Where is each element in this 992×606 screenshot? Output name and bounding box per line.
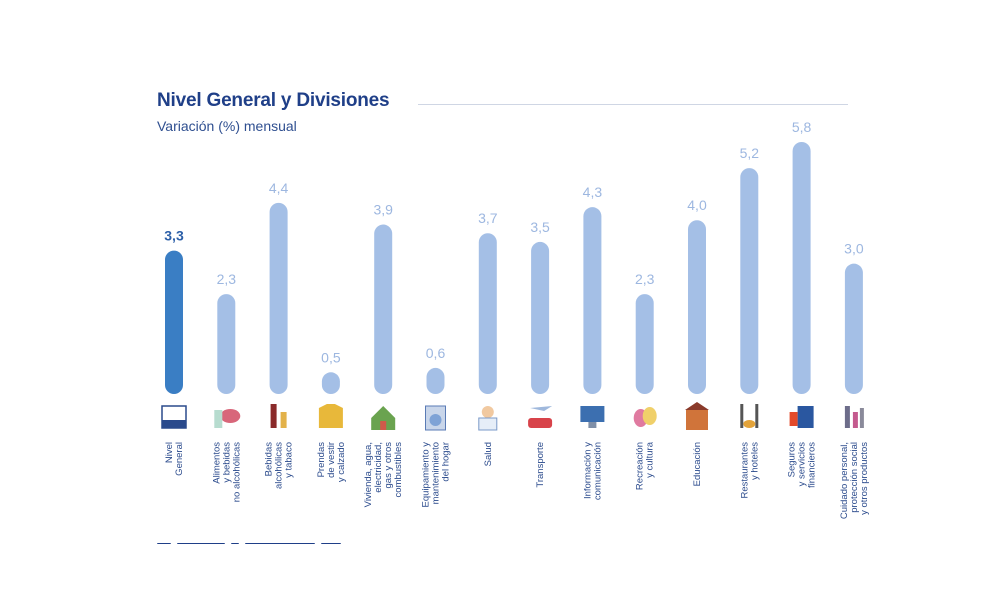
house-icon: [371, 406, 396, 430]
title-divider: [418, 104, 848, 105]
category-label-line: financieros: [807, 442, 818, 488]
category-label-line: Recreación: [635, 442, 646, 490]
value-label-restaurantes: 5,2: [740, 145, 760, 161]
category-label-line: Educación: [692, 442, 703, 486]
category-label-seguros: Seguros y servicios financieros: [787, 442, 818, 488]
car-plane-icon: [528, 406, 553, 428]
category-label-cuidado-personal: Cuidado personal, protección social y otro…: [839, 442, 870, 519]
value-label-educacion: 4,0: [687, 197, 707, 213]
category-label-line: y calzado: [336, 442, 347, 482]
bar-alimentos: [217, 294, 236, 394]
bar-informacion: [583, 207, 602, 394]
bar-salud: [478, 233, 497, 394]
category-label-line: Nivel: [164, 442, 175, 463]
computer-icon: [580, 406, 605, 428]
category-label-line: combustibles: [393, 442, 404, 498]
category-label-line: mantenimiento: [431, 442, 442, 504]
category-label-line: Equipamiento y: [421, 442, 432, 508]
category-label-recreacion: Recreación y cultura: [635, 441, 656, 490]
category-label-transporte: Transporte: [535, 442, 546, 488]
category-label-line: del hogar: [441, 442, 452, 482]
category-label-line: Seguros: [787, 442, 798, 478]
category-label-line: y servicios: [797, 442, 808, 487]
bar-educacion: [688, 220, 706, 394]
bar-recreacion: [635, 294, 654, 394]
doctor-icon: [478, 406, 498, 431]
value-label-bebidas-alcoholicas: 4,4: [269, 180, 289, 196]
bar-cuidado-personal: [844, 263, 863, 394]
value-label-informacion: 4,3: [583, 184, 603, 200]
washing-machine-icon: [425, 405, 446, 431]
category-label-equipamiento: Equipamiento y mantenimiento del hogar: [421, 442, 452, 508]
category-label-line: y cultura: [645, 441, 656, 478]
value-label-nivel-general: 3,3: [164, 228, 184, 244]
category-label-line: Información y: [582, 442, 593, 499]
category-label-line: Alimentos: [211, 442, 222, 484]
bar-transporte: [531, 241, 550, 394]
value-label-recreacion: 2,3: [635, 271, 655, 287]
ipc-logo-icon: [161, 405, 187, 429]
category-label-informacion: Información y comunicación: [582, 442, 603, 500]
wine-bottle-icon: [270, 404, 287, 428]
bank-icon: [789, 406, 814, 428]
category-label-line: comunicación: [592, 442, 603, 500]
category-label-line: Transporte: [535, 442, 546, 488]
value-label-seguros: 5,8: [792, 119, 812, 135]
value-label-equipamiento: 0,6: [426, 345, 446, 361]
value-label-alimentos: 2,3: [217, 271, 237, 287]
category-label-line: gas y otros: [383, 442, 394, 489]
category-label-line: y otros productos: [859, 442, 870, 515]
category-label-line: y bebidas: [221, 442, 232, 483]
category-label-bebidas-alcoholicas: Bebidas alcohólicas y tabaco: [264, 442, 295, 489]
category-label-restaurantes: Restaurantes y hoteles: [739, 442, 760, 499]
bar-restaurantes: [740, 168, 759, 394]
category-label-nivel-general: Nivel General: [164, 442, 185, 476]
category-label-line: no alcohólicas: [231, 442, 242, 502]
value-label-prendas: 0,5: [321, 349, 341, 365]
category-label-line: Vivienda, agua,: [363, 442, 374, 507]
bar-equipamiento: [426, 367, 445, 394]
category-label-line: General: [174, 442, 185, 476]
chart-subtitle: Variación (%) mensual: [157, 118, 297, 134]
category-label-line: Bebidas: [264, 442, 275, 477]
category-label-line: y hoteles: [749, 442, 760, 480]
cosmetics-icon: [844, 406, 864, 428]
value-label-transporte: 3,5: [530, 219, 550, 235]
category-label-line: Salud: [483, 442, 494, 466]
bar-prendas: [321, 372, 340, 394]
bar-nivel-general: [165, 250, 183, 394]
cutlery-icon: [740, 404, 759, 428]
bar-vivienda: [374, 224, 393, 394]
category-label-line: Restaurantes: [739, 442, 750, 499]
category-label-line: Prendas: [316, 442, 327, 478]
category-label-educacion: Educación: [692, 442, 703, 486]
category-label-line: electricidad,: [373, 442, 384, 493]
category-label-vivienda: Vivienda, agua, electricidad, gas y otros c…: [363, 442, 404, 508]
category-label-line: alcohólicas: [274, 442, 285, 489]
school-icon: [685, 402, 709, 430]
bar-bebidas-alcoholicas: [269, 202, 288, 394]
food-icon: [214, 409, 241, 428]
bar-seguros: [792, 142, 811, 394]
truncated-next-heading: [157, 536, 387, 544]
category-label-line: de vestir: [326, 442, 337, 478]
category-label-line: protección social: [849, 442, 860, 513]
value-label-cuidado-personal: 3,0: [844, 241, 864, 257]
jacket-icon: [318, 404, 343, 428]
category-label-line: Cuidado personal,: [839, 442, 850, 519]
category-label-line: y tabaco: [284, 442, 295, 478]
value-label-salud: 3,7: [478, 210, 498, 226]
chart-title: Nivel General y Divisiones: [157, 90, 390, 111]
theater-masks-icon: [633, 407, 657, 427]
category-label-prendas: Prendas de vestir y calzado: [316, 442, 347, 482]
category-label-alimentos: Alimentos y bebidas no alcohólicas: [211, 442, 242, 502]
category-label-salud: Salud: [483, 442, 494, 466]
value-label-vivienda: 3,9: [373, 202, 393, 218]
